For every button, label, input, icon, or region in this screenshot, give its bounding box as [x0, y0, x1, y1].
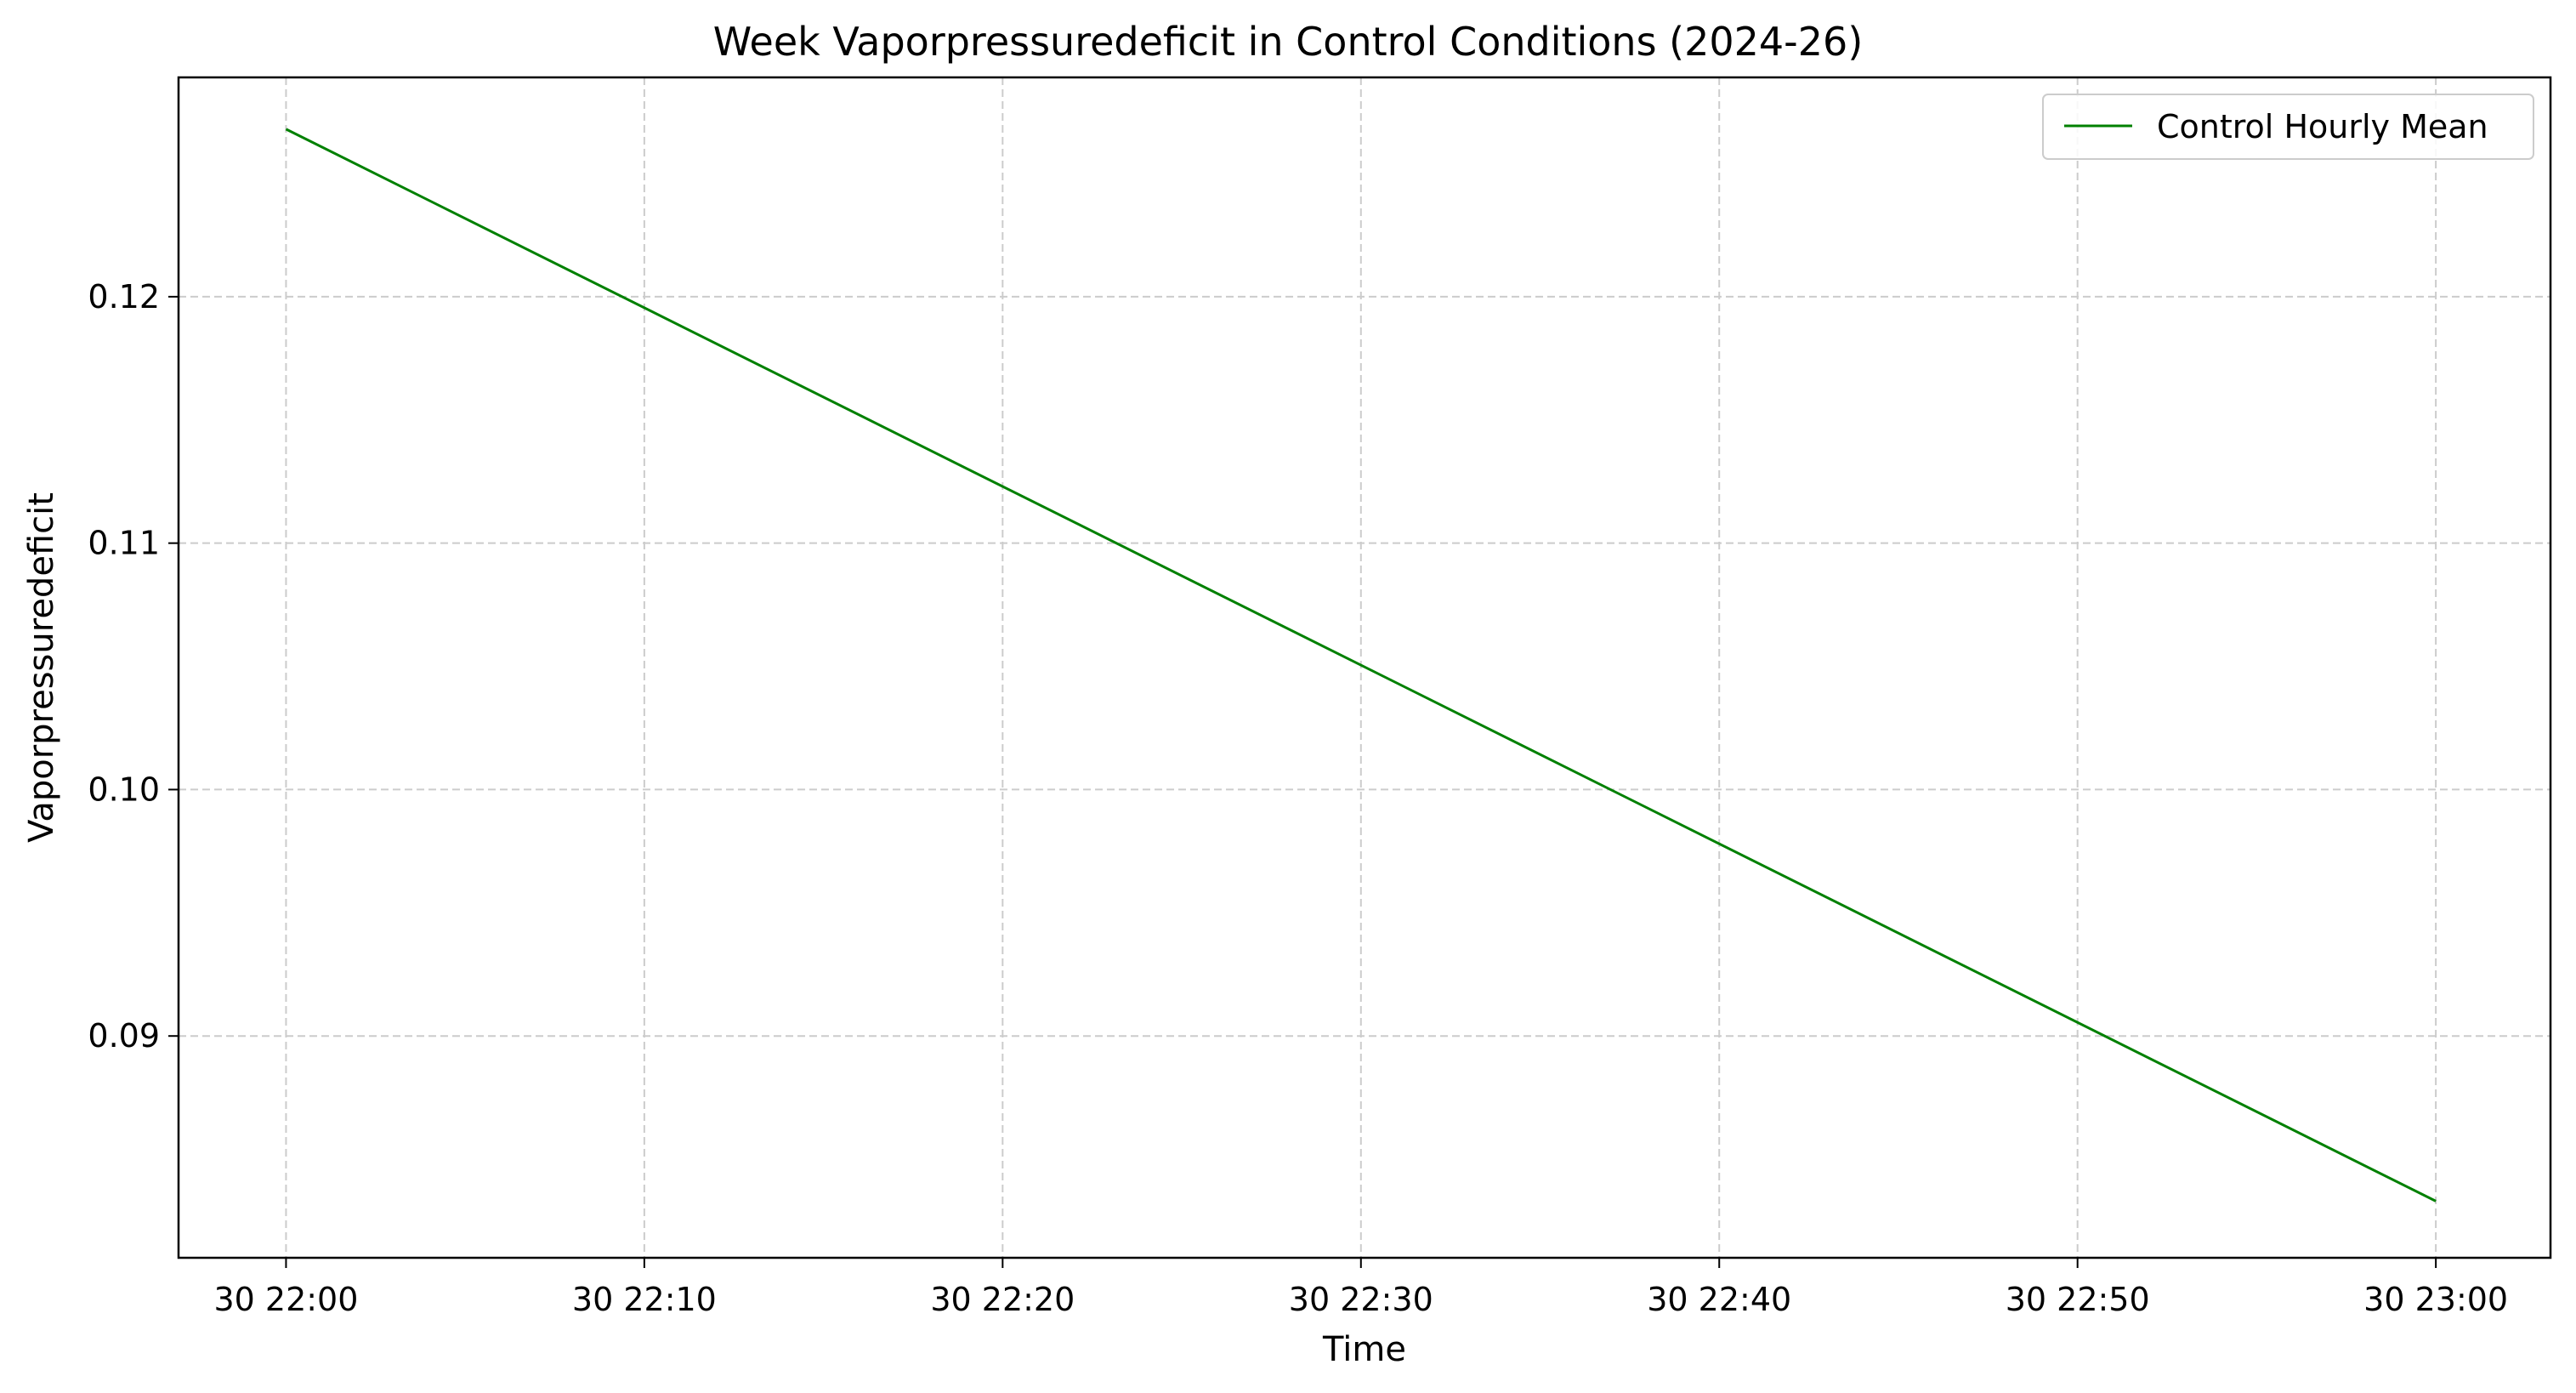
- x-tick-label: 30 23:00: [2363, 1281, 2508, 1318]
- y-axis-title: Vaporpressuredeficit: [22, 492, 61, 843]
- legend: Control Hourly Mean: [2042, 94, 2534, 160]
- x-tick-label: 30 22:10: [572, 1281, 717, 1318]
- grid-lines: [179, 77, 2550, 1258]
- legend-box: [2042, 94, 2534, 160]
- y-axis: 0.09 0.10 0.11 0.12: [88, 278, 179, 1055]
- y-tick-label: 0.10: [88, 770, 160, 808]
- legend-label: Control Hourly Mean: [2157, 108, 2488, 145]
- x-tick-label: 30 22:30: [1289, 1281, 1433, 1318]
- x-axis: 30 22:00 30 22:10 30 22:20 30 22:30 30 22:40…: [213, 1258, 2508, 1318]
- plot-frame: [177, 76, 2552, 1259]
- x-tick-label: 30 22:20: [930, 1281, 1075, 1318]
- y-tick-label: 0.12: [88, 278, 160, 316]
- series-line-control-hourly-mean: [285, 128, 2437, 1203]
- y-tick-label: 0.11: [88, 525, 160, 562]
- y-tick-label: 0.09: [88, 1017, 160, 1055]
- x-axis-title: Time: [1322, 1330, 1406, 1369]
- series-layer: [285, 128, 2437, 1203]
- x-tick-label: 30 22:40: [1647, 1281, 1791, 1318]
- x-tick-label: 30 22:00: [213, 1281, 358, 1318]
- chart-title: Week Vaporpressuredeficit in Control Con…: [713, 19, 1864, 65]
- x-tick-label: 30 22:50: [2006, 1281, 2150, 1318]
